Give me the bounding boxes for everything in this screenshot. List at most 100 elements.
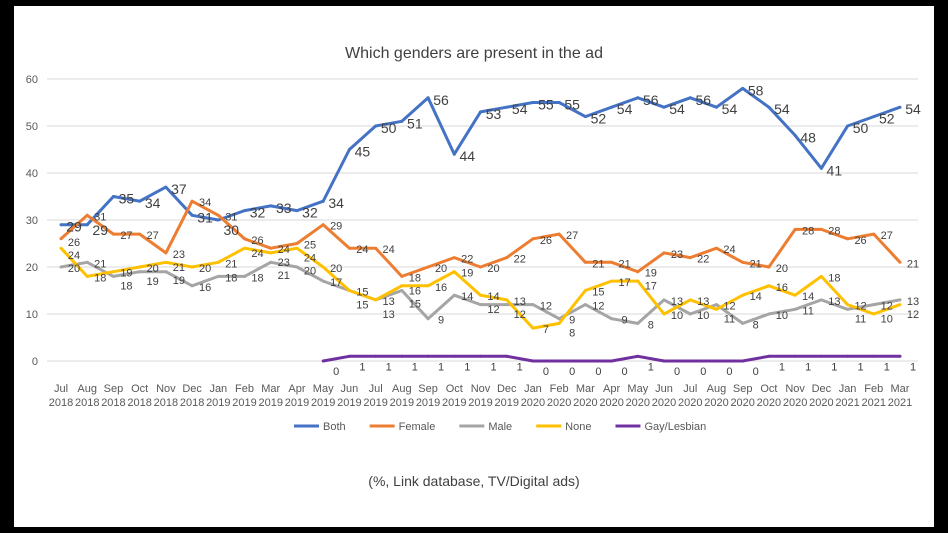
data-label: 13 — [383, 309, 395, 321]
chart-panel: Which genders are present in the ad 0 1 0 2… — [14, 6, 934, 527]
x-tick-month: Nov — [156, 383, 176, 395]
data-point — [138, 199, 142, 203]
data-label: 23 — [671, 249, 683, 261]
data-label: 16 — [776, 282, 788, 294]
data-point — [138, 232, 142, 236]
x-tick-year: 2019 — [468, 397, 492, 409]
x-tick-month: Jan — [524, 383, 542, 395]
data-point — [374, 124, 378, 128]
data-label: 45 — [355, 144, 371, 160]
data-point — [898, 354, 902, 358]
data-point — [400, 284, 404, 288]
data-label: 13 — [907, 296, 919, 308]
x-tick-month: Jun — [655, 383, 673, 395]
data-point — [347, 354, 351, 358]
data-label: 56 — [695, 92, 711, 108]
data-point — [898, 303, 902, 307]
x-tick-month: Oct — [131, 383, 148, 395]
data-label: 0 — [726, 366, 732, 378]
data-point — [452, 270, 456, 274]
data-point — [662, 298, 666, 302]
data-label: 20 — [147, 263, 159, 275]
data-point — [216, 274, 220, 278]
data-label: 54 — [669, 101, 685, 117]
data-point — [793, 227, 797, 231]
data-label: 35 — [119, 191, 135, 207]
data-label: 56 — [433, 92, 449, 108]
data-label: 16 — [435, 282, 447, 294]
data-point — [138, 265, 142, 269]
data-label: 23 — [278, 257, 290, 269]
data-label: 16 — [199, 282, 211, 294]
data-label: 34 — [145, 195, 161, 211]
data-point — [688, 256, 692, 260]
data-label: 31 — [197, 209, 213, 225]
data-label: 24 — [383, 244, 395, 256]
data-label: 12 — [881, 301, 893, 313]
data-label: 0 — [333, 366, 339, 378]
data-label: 26 — [68, 237, 80, 249]
x-tick-month: Dec — [497, 383, 517, 395]
data-point — [610, 279, 614, 283]
data-label: 18 — [94, 272, 106, 284]
x-tick-month: Dec — [812, 383, 832, 395]
y-tick-label: 60 — [26, 74, 38, 86]
data-label: 18 — [409, 272, 421, 284]
data-label: 33 — [276, 200, 292, 216]
data-point — [505, 303, 509, 307]
data-label: 21 — [618, 258, 630, 270]
data-label: 31 — [225, 211, 237, 223]
y-tick-label: 20 — [26, 262, 38, 274]
data-label: 1 — [884, 361, 890, 373]
data-point — [583, 303, 587, 307]
data-label: 9 — [569, 315, 575, 327]
x-tick-month: Sep — [733, 383, 753, 395]
data-label: 12 — [540, 301, 552, 313]
data-point — [583, 289, 587, 292]
data-point — [452, 293, 456, 297]
data-point — [400, 289, 404, 292]
data-point — [479, 265, 482, 269]
data-label: 0 — [569, 366, 575, 378]
data-point — [846, 237, 850, 241]
data-label: 20 — [304, 266, 316, 278]
data-label: 24 — [723, 244, 735, 256]
data-label: 51 — [407, 115, 423, 131]
data-point — [426, 96, 430, 100]
data-point — [872, 115, 876, 119]
data-point — [819, 298, 823, 302]
data-point — [59, 246, 63, 250]
data-point — [688, 96, 692, 100]
data-point — [243, 246, 247, 250]
data-point — [898, 298, 902, 302]
data-point — [819, 166, 823, 170]
x-tick-year: 2020 — [678, 397, 702, 409]
data-label: 48 — [800, 129, 816, 145]
data-label: 1 — [386, 361, 392, 373]
data-label: 50 — [853, 120, 869, 136]
data-point — [190, 284, 194, 288]
data-label: 18 — [120, 281, 132, 293]
data-label: 21 — [278, 270, 290, 282]
data-label: 24 — [356, 244, 368, 256]
x-tick-month: Jul — [683, 383, 697, 395]
data-point — [138, 270, 142, 274]
data-point — [898, 105, 902, 109]
data-label: 18 — [225, 272, 237, 284]
data-label: 21 — [225, 258, 237, 270]
x-tick-year: 2020 — [547, 397, 571, 409]
data-label: 9 — [438, 315, 444, 327]
data-label: 29 — [66, 219, 82, 235]
data-point — [111, 232, 115, 236]
data-point — [688, 298, 692, 302]
chart-title: Which genders are present in the ad — [345, 45, 603, 62]
data-label: 32 — [250, 205, 266, 221]
data-point — [793, 354, 797, 358]
data-label: 44 — [459, 148, 475, 164]
data-label: 27 — [566, 230, 578, 242]
data-point — [610, 317, 614, 321]
x-tick-year: 2019 — [259, 397, 283, 409]
data-label: 15 — [356, 287, 368, 299]
x-tick-year: 2019 — [285, 397, 309, 409]
data-label: 8 — [753, 319, 759, 331]
